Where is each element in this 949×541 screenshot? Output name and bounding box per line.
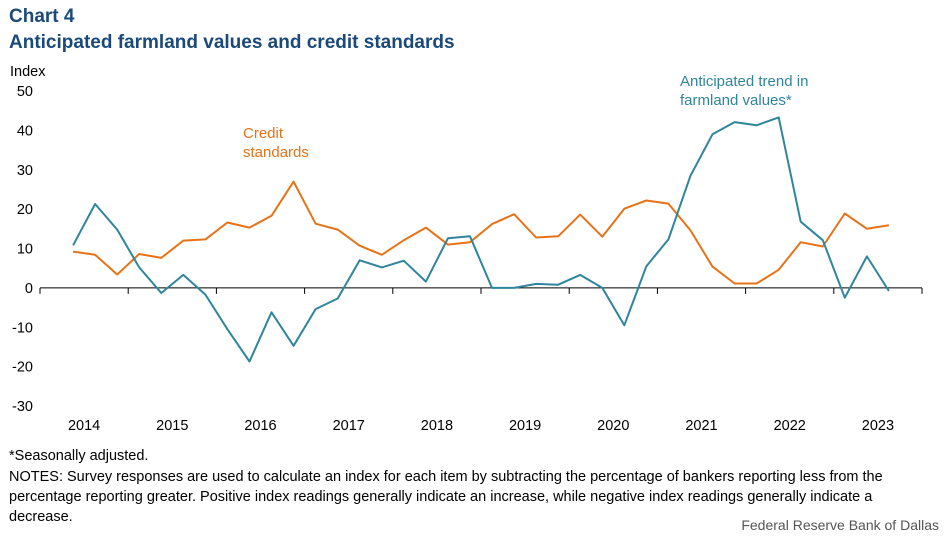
x-tick-label: 2017 xyxy=(333,418,365,434)
farmland-values-label: farmland values* xyxy=(680,92,792,109)
y-tick-label: 50 xyxy=(17,84,33,100)
y-tick-label: 40 xyxy=(17,123,33,139)
y-axis-label: Index xyxy=(10,64,46,80)
x-tick-label: 2021 xyxy=(685,418,717,434)
x-tick-label: 2016 xyxy=(244,418,276,434)
credit-standards-label: Credit xyxy=(243,125,284,142)
x-tick-label: 2018 xyxy=(421,418,453,434)
y-tick-label: 20 xyxy=(17,202,33,218)
x-tick-label: 2020 xyxy=(597,418,629,434)
notes: NOTES: Survey responses are used to calc… xyxy=(9,469,883,525)
y-tick-label: -10 xyxy=(12,320,33,336)
y-tick-label: -30 xyxy=(12,399,33,415)
credit-standards-label: standards xyxy=(243,144,309,161)
x-tick-label: 2014 xyxy=(68,418,100,434)
chart-number: Chart 4 xyxy=(9,6,75,27)
x-tick-label: 2015 xyxy=(156,418,188,434)
y-tick-label: -20 xyxy=(12,360,33,376)
y-tick-label: 30 xyxy=(17,163,33,179)
line-chart: Index 50 40 30 20 10 0 -10 -20 -30 2014 2015 2016 2… xyxy=(10,64,923,434)
footnote: *Seasonally adjusted. xyxy=(9,448,149,464)
x-tick-label: 2019 xyxy=(509,418,541,434)
y-tick-label: 10 xyxy=(17,242,33,258)
chart-title: Anticipated farmland values and credit s… xyxy=(9,32,455,53)
x-tick-label: 2023 xyxy=(862,418,894,434)
farmland-values-label: Anticipated trend in xyxy=(680,73,808,90)
x-tick-label: 2022 xyxy=(774,418,806,434)
farmland-values-line xyxy=(72,116,890,363)
credit-standards-line xyxy=(72,180,890,285)
source-credit: Federal Reserve Bank of Dallas xyxy=(741,517,939,533)
y-tick-label: 0 xyxy=(25,281,33,297)
